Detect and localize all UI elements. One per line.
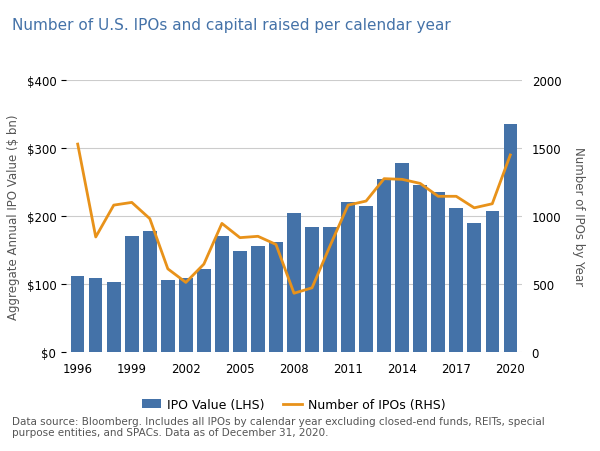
Bar [377, 179, 391, 352]
Bar [197, 269, 211, 352]
Bar [359, 207, 373, 352]
Bar [125, 237, 139, 352]
Bar [305, 228, 319, 352]
Bar [287, 213, 301, 352]
Bar [233, 252, 247, 352]
Bar [341, 203, 355, 352]
Bar [107, 282, 121, 352]
Bar [89, 279, 103, 352]
Bar [269, 242, 283, 352]
Legend: IPO Value (LHS), Number of IPOs (RHS): IPO Value (LHS), Number of IPOs (RHS) [137, 393, 451, 416]
Bar [449, 208, 463, 352]
Bar [485, 211, 499, 352]
Bar [71, 276, 85, 352]
Bar [467, 223, 481, 352]
Text: Number of U.S. IPOs and capital raised per calendar year: Number of U.S. IPOs and capital raised p… [12, 18, 451, 33]
Bar [161, 281, 175, 352]
Bar [323, 228, 337, 352]
Bar [215, 237, 229, 352]
Y-axis label: Number of IPOs by Year: Number of IPOs by Year [572, 147, 586, 286]
Bar [143, 231, 157, 352]
Y-axis label: Aggregate Annual IPO Value ($ bn): Aggregate Annual IPO Value ($ bn) [7, 114, 20, 319]
Bar [179, 279, 193, 352]
Bar [413, 186, 427, 352]
Text: Data source: Bloomberg. Includes all IPOs by calendar year excluding closed-end : Data source: Bloomberg. Includes all IPO… [12, 416, 545, 437]
Bar [503, 125, 517, 352]
Bar [395, 164, 409, 352]
Bar [251, 247, 265, 352]
Bar [431, 193, 445, 352]
